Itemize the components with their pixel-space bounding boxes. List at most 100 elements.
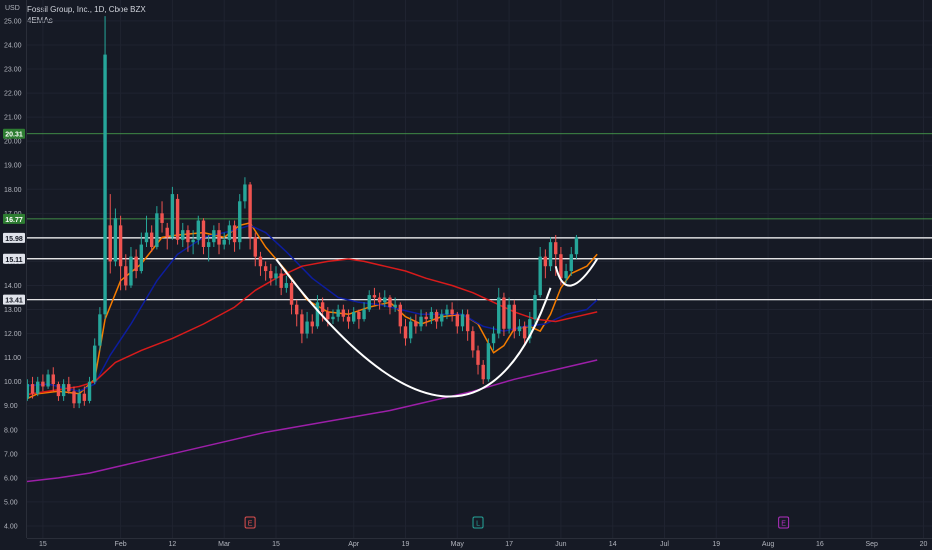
cup-pattern-curve[interactable] bbox=[554, 258, 599, 287]
candle-body bbox=[455, 314, 459, 327]
candle-body bbox=[258, 256, 263, 267]
candle-body bbox=[222, 239, 226, 245]
candle-body bbox=[424, 316, 428, 320]
y-tick-label: 24.00 bbox=[4, 42, 22, 49]
y-tick-label: 13.00 bbox=[4, 307, 22, 314]
candle-body bbox=[393, 304, 397, 308]
candle-body bbox=[440, 314, 444, 322]
candle-body bbox=[170, 194, 175, 238]
y-tick-label: 21.00 bbox=[4, 115, 22, 122]
candle-body bbox=[248, 184, 252, 238]
candle-body bbox=[77, 393, 81, 404]
candle-body bbox=[165, 227, 169, 238]
candle-body bbox=[295, 304, 299, 315]
candle-body bbox=[310, 321, 314, 327]
candle-body bbox=[206, 242, 211, 247]
candle-body bbox=[98, 314, 102, 346]
y-tick-label: 20.00 bbox=[4, 139, 22, 146]
candle-body bbox=[186, 230, 190, 243]
candle-body bbox=[414, 321, 418, 327]
candle-body bbox=[232, 225, 237, 243]
x-tick-label: Apr bbox=[348, 541, 360, 548]
candle-body bbox=[486, 343, 491, 380]
candle-body bbox=[67, 384, 71, 392]
candle-body bbox=[155, 213, 159, 247]
candle-body bbox=[569, 254, 573, 272]
candle-body bbox=[263, 266, 268, 272]
candle-body bbox=[460, 314, 465, 327]
candle-body bbox=[217, 230, 221, 245]
candle-body bbox=[341, 309, 346, 317]
y-tick-label: 7.00 bbox=[4, 451, 18, 458]
candle-body bbox=[175, 198, 180, 240]
candle-body bbox=[82, 393, 87, 401]
candle-body bbox=[331, 316, 335, 320]
candle-body bbox=[181, 230, 185, 240]
currency-label: USD bbox=[5, 5, 20, 12]
x-tick-label: 15 bbox=[272, 541, 280, 548]
plot-area bbox=[27, 16, 932, 483]
y-tick-label: 22.00 bbox=[4, 91, 22, 98]
y-tick-label: 9.00 bbox=[4, 403, 18, 410]
price-level-label: 20.31 bbox=[5, 132, 23, 139]
y-tick-label: 8.00 bbox=[4, 427, 18, 434]
cup-pattern-curve[interactable] bbox=[275, 258, 552, 398]
candle-body bbox=[144, 232, 149, 243]
candle-body bbox=[445, 309, 449, 315]
candle-body bbox=[512, 304, 516, 332]
candle-body bbox=[160, 213, 164, 223]
candle-body bbox=[326, 311, 330, 320]
candle-body bbox=[103, 54, 107, 315]
candle-body bbox=[346, 316, 351, 322]
candle-body bbox=[548, 242, 553, 267]
y-tick-label: 18.00 bbox=[4, 187, 22, 194]
candle-body bbox=[419, 316, 423, 327]
candle-body bbox=[574, 237, 579, 255]
candle-body bbox=[113, 218, 118, 262]
candle-body bbox=[124, 266, 128, 286]
candle-body bbox=[491, 333, 496, 344]
candle-body bbox=[336, 309, 340, 317]
event-marker[interactable] bbox=[778, 516, 790, 529]
candle-body bbox=[300, 314, 304, 334]
candle-body bbox=[36, 381, 40, 394]
candle-body bbox=[465, 314, 470, 332]
candle-body bbox=[554, 242, 558, 255]
candle-body bbox=[27, 384, 30, 399]
event-marker[interactable] bbox=[244, 516, 256, 529]
candle-body bbox=[149, 232, 154, 247]
candle-body bbox=[56, 384, 61, 397]
x-tick-label: 12 bbox=[169, 541, 177, 548]
candle-body bbox=[201, 220, 206, 247]
candle-body bbox=[41, 381, 45, 387]
candle-body bbox=[315, 302, 320, 327]
candle-body bbox=[357, 311, 361, 320]
price-level-label-bg bbox=[3, 253, 25, 264]
candle-body bbox=[139, 244, 144, 272]
candle-body bbox=[476, 350, 480, 365]
x-tick-label: Mar bbox=[218, 541, 231, 548]
event-marker[interactable] bbox=[472, 516, 484, 529]
candle-body bbox=[533, 295, 537, 320]
candle-body bbox=[377, 297, 382, 303]
candle-body bbox=[352, 311, 356, 322]
candle-body bbox=[434, 311, 439, 322]
candle-body bbox=[51, 374, 55, 385]
price-level-label: 16.77 bbox=[5, 217, 23, 224]
price-level-label: 15.11 bbox=[5, 257, 22, 264]
candle-body bbox=[191, 239, 195, 243]
candle-body bbox=[243, 184, 247, 202]
x-tick-label: 16 bbox=[816, 541, 824, 548]
candle-body bbox=[517, 326, 522, 332]
y-tick-label: 12.00 bbox=[4, 331, 22, 338]
candle-body bbox=[559, 254, 563, 279]
candle-body bbox=[72, 391, 76, 404]
y-tick-label: 11.00 bbox=[4, 355, 21, 362]
candle-body bbox=[450, 309, 454, 315]
candle-body bbox=[320, 302, 325, 312]
candle-body bbox=[388, 297, 392, 308]
candle-body bbox=[227, 225, 232, 240]
candle-body bbox=[522, 326, 527, 339]
candle-body bbox=[481, 364, 485, 380]
